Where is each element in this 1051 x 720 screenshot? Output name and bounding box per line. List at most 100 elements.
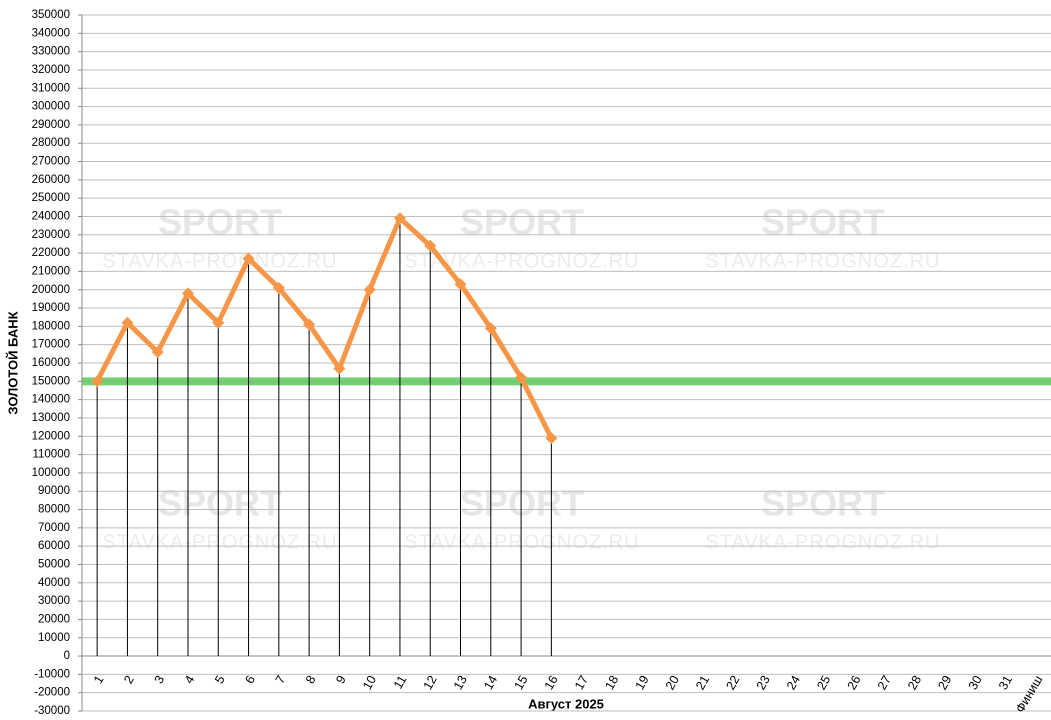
y-tick-label: 170000 [32,339,70,351]
x-tick-label: 30 [966,673,985,692]
watermark-text: STAVKA-PROGNOZ.RU [404,531,639,553]
y-tick-label: 350000 [32,9,70,21]
x-tick-label: 31 [996,673,1015,692]
y-tick-label: 270000 [32,156,70,168]
x-tick-label: 28 [905,673,924,692]
x-tick-label: 27 [875,673,894,692]
y-tick-label: 230000 [32,229,70,241]
x-tick-label: 1 [91,673,107,686]
x-tick-label: 21 [693,673,712,692]
x-tick-label: 10 [360,673,379,692]
y-tick-label: 80000 [38,504,70,516]
x-tick-label: 20 [663,673,682,692]
point-marker [393,212,406,225]
y-tick-label: 110000 [32,449,70,461]
point-marker [91,375,104,388]
y-tick-label: 180000 [32,320,70,332]
y-tick-label: -30000 [34,705,70,717]
y-tick-label: 290000 [32,119,70,131]
series-line [94,215,554,440]
y-tick-label: 150000 [32,375,70,387]
y-tick-label: -20000 [34,687,70,699]
x-tick-label: 5 [212,673,228,686]
watermark-text: SPORT [460,202,584,243]
x-tick-label: 14 [481,673,500,692]
y-tick-label: 10000 [38,632,70,644]
watermark-text: SPORT [761,483,885,524]
y-tick-label: 140000 [32,394,70,406]
y-tick-label: 20000 [38,613,70,625]
y-tick-label: 320000 [32,64,70,76]
y-tick-label: 240000 [32,211,70,223]
y-tick-label: 310000 [32,82,70,94]
x-tick-label: 3 [152,673,168,686]
watermark-text: SPORT [158,202,282,243]
x-tick-label: 29 [935,673,954,692]
watermark-text: STAVKA-PROGNOZ.RU [705,250,940,272]
watermark-text: STAVKA-PROGNOZ.RU [404,250,639,272]
watermark-text: SPORT [460,483,584,524]
watermark-text: STAVKA-PROGNOZ.RU [102,531,337,553]
y-tick-label: 260000 [32,174,70,186]
x-tick-label: 12 [421,673,440,692]
y-tick-label: 100000 [32,467,70,479]
x-tick-label: 22 [723,673,742,692]
point-marker [363,283,376,296]
x-tick-label: 17 [572,673,591,692]
y-tick-label: 130000 [32,412,70,424]
point-marker [484,322,497,335]
x-tick-label: 24 [784,673,803,692]
point-marker [515,371,528,384]
y-tick-label: 190000 [32,302,70,314]
x-tick-label: 8 [303,673,319,686]
x-tick-label: 25 [814,673,833,692]
y-tick-label: 120000 [32,430,70,442]
watermark-text: SPORT [158,483,282,524]
x-tick-label: 26 [845,673,864,692]
y-tick-label: 90000 [38,485,70,497]
point-marker [242,252,255,265]
x-tick-label: 9 [333,673,349,686]
y-tick-label: 50000 [38,559,70,571]
point-marker [333,362,346,375]
point-marker [424,239,437,252]
y-tick-label: 70000 [38,522,70,534]
x-tick-label: 18 [602,673,621,692]
x-axis-label: Август 2025 [528,696,604,711]
point-marker [181,287,194,300]
x-tick-label: 15 [511,673,530,692]
point-marker [272,281,285,294]
y-tick-label: 300000 [32,101,70,113]
y-tick-label: 340000 [32,27,70,39]
x-tick-label: 11 [391,673,410,691]
x-tick-label: Финиш [1013,673,1045,715]
watermark-text: STAVKA-PROGNOZ.RU [102,250,337,272]
x-tick-label: 2 [121,673,137,686]
x-tick-label: 16 [542,673,561,692]
y-tick-label: 210000 [32,265,70,277]
point-marker [212,316,225,329]
watermark-text: STAVKA-PROGNOZ.RU [705,531,940,553]
y-tick-label: 60000 [38,540,70,552]
x-tick-label: 13 [451,673,470,692]
y-tick-label: 330000 [32,46,70,58]
point-marker [151,346,164,359]
y-tick-label: -10000 [34,668,70,680]
x-tick-label: 6 [242,673,258,686]
point-marker [454,278,467,291]
y-tick-label: 200000 [32,284,70,296]
y-tick-label: 160000 [32,357,70,369]
x-tick-label: 23 [754,673,773,692]
y-tick-label: 250000 [32,192,70,204]
point-marker [303,318,316,331]
y-tick-label: 280000 [32,137,70,149]
point-marker [545,432,558,445]
x-tick-label: 7 [273,673,289,686]
watermark-text: SPORT [761,202,885,243]
point-marker [121,316,134,329]
y-tick-label: 0 [64,650,70,662]
y-tick-label: 40000 [38,577,70,589]
x-tick-label: 4 [182,673,198,686]
y-axis-label: ЗОЛОТОЙ БАНК [5,311,20,414]
